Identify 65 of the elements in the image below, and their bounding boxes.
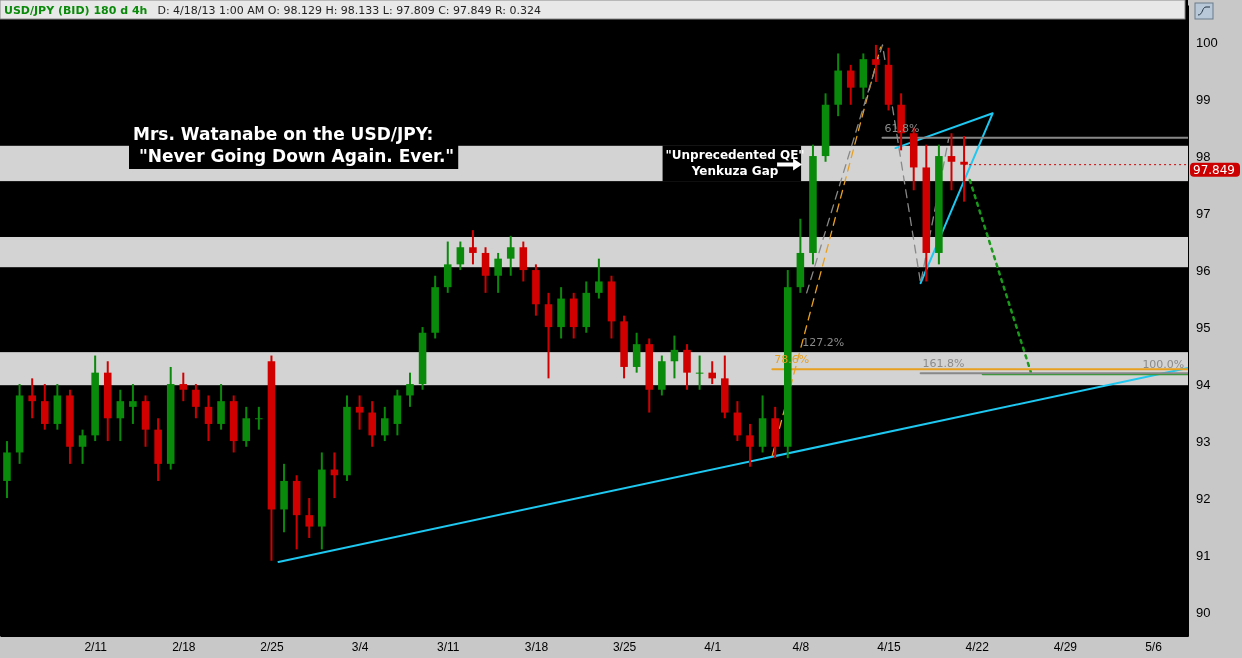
candlestick <box>255 405 263 431</box>
x-tick-label: 4/1 <box>704 639 722 654</box>
candlestick <box>632 331 641 374</box>
annotation: Mrs. Watanabe on the USD/JPY: "Never Going Down Again. Ever." <box>133 124 455 166</box>
y-tick-label: 90 <box>1196 604 1211 620</box>
x-tick-label: 5/6 <box>1145 639 1163 654</box>
y-tick-label: 97 <box>1196 205 1211 221</box>
x-tick-label: 4/29 <box>1053 639 1078 654</box>
x-tick-label: 4/15 <box>877 639 902 654</box>
candlestick <box>305 497 314 539</box>
x-tick-label: 4/8 <box>792 639 810 654</box>
candlestick <box>494 251 502 294</box>
y-tick-label: 91 <box>1196 547 1211 563</box>
x-tick-label: 3/25 <box>612 639 637 654</box>
candlestick <box>846 63 855 106</box>
x-tick-label: 2/11 <box>84 639 108 654</box>
candlestick <box>506 234 515 277</box>
candlestick <box>683 343 691 391</box>
candlestick <box>129 383 137 425</box>
annotation: 161.8% <box>922 357 965 371</box>
y-tick-label: 100 <box>1196 34 1218 50</box>
candlestick <box>381 405 389 443</box>
chart-title: USD/JPY (BID) 180 d 4h <box>4 4 148 17</box>
chart-subtitle: D: 4/18/13 1:00 AM O: 98.129 H: 98.133 L: 97.809 C: 97.849 R: 0.324 <box>157 4 542 17</box>
candlestick <box>116 388 125 443</box>
x-tick-label: 2/25 <box>260 639 284 654</box>
y-tick-label: 99 <box>1196 91 1211 107</box>
candlestick <box>595 257 603 300</box>
candlestick <box>443 240 452 294</box>
x-tick-label: 3/18 <box>524 639 549 654</box>
candlestick <box>733 400 742 443</box>
candlestick <box>355 394 364 431</box>
candlestick <box>204 394 213 443</box>
annotation: 100.0% <box>1142 358 1185 372</box>
candlestick <box>406 371 414 408</box>
candlestick <box>872 43 880 83</box>
candlestick <box>41 383 49 431</box>
candlestick <box>28 377 36 420</box>
candlestick <box>456 240 465 272</box>
candlestick <box>670 334 679 380</box>
ref-line-label: 97.849 <box>1193 162 1235 177</box>
candlestick <box>544 291 553 380</box>
candlestick <box>708 360 716 386</box>
candlestick <box>519 240 528 283</box>
x-tick-label: 3/11 <box>437 639 460 654</box>
candlestick <box>179 371 188 403</box>
y-tick-label: 96 <box>1196 262 1211 278</box>
candlestick <box>947 132 956 192</box>
x-tick-label: 4/22 <box>965 639 990 654</box>
candlestick <box>746 422 754 468</box>
y-tick-label: 98 <box>1196 148 1211 164</box>
candlestick <box>217 383 225 431</box>
candlestick <box>469 229 477 266</box>
y-tick-label: 94 <box>1196 376 1211 392</box>
x-tick-label: 3/4 <box>351 639 369 654</box>
candlestick <box>78 428 87 465</box>
y-tick-label: 95 <box>1196 319 1211 335</box>
candlestick <box>192 383 200 420</box>
y-tick-label: 93 <box>1196 433 1211 449</box>
candlestick <box>368 400 376 448</box>
y-tick-label: 92 <box>1196 490 1211 506</box>
candlestick <box>481 246 490 294</box>
candlestick <box>242 405 251 448</box>
annotation: 127.2% <box>802 336 845 350</box>
x-tick-label: 2/18 <box>172 639 196 654</box>
